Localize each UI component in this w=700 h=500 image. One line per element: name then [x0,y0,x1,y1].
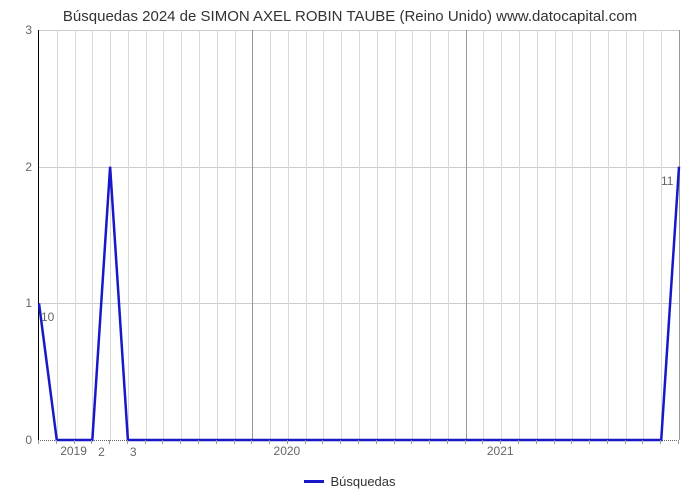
x-minor-tick [625,440,626,444]
y-tick-label: 3 [0,23,32,37]
x-minor-tick [447,440,448,444]
y-tick-label: 2 [0,160,32,174]
x-minor-tick [394,440,395,444]
x-minor-tick [91,440,92,444]
chart-title: Búsquedas 2024 de SIMON AXEL ROBIN TAUBE… [0,8,700,25]
x-minor-tick [660,440,661,444]
y-tick-label: 1 [0,296,32,310]
x-minor-tick [678,440,679,444]
x-minor-tick [589,440,590,444]
x-minor-tick [554,440,555,444]
x-minor-tick [145,440,146,444]
x-tick-label: 2021 [487,444,514,458]
x-minor-tick [607,440,608,444]
series-point-label: 3 [130,445,137,459]
x-minor-tick [411,440,412,444]
chart-container: Búsquedas 2024 de SIMON AXEL ROBIN TAUBE… [0,0,700,500]
x-minor-tick [322,440,323,444]
x-minor-tick [429,440,430,444]
x-minor-tick [56,440,57,444]
x-minor-tick [216,440,217,444]
x-minor-tick [642,440,643,444]
x-minor-tick [198,440,199,444]
legend: Búsquedas [0,470,700,489]
x-tick-label: 2019 [60,444,87,458]
x-minor-tick [358,440,359,444]
legend-item-busquedas: Búsquedas [304,474,395,489]
series-point-label: 10 [41,310,54,324]
x-minor-tick [536,440,537,444]
x-minor-tick [269,440,270,444]
x-minor-tick [465,440,466,444]
x-minor-tick [251,440,252,444]
x-minor-tick [234,440,235,444]
x-minor-tick [38,440,39,444]
x-minor-tick [180,440,181,444]
x-minor-tick [127,440,128,444]
x-minor-tick [305,440,306,444]
x-minor-tick [162,440,163,444]
legend-label: Búsquedas [330,474,395,489]
y-tick-label: 0 [0,433,32,447]
gridline-v-major [679,30,680,440]
line-series [39,30,679,440]
x-minor-tick [482,440,483,444]
series-point-label: 2 [98,445,105,459]
x-minor-tick [518,440,519,444]
x-minor-tick [74,440,75,444]
x-minor-tick [109,440,110,444]
legend-swatch [304,480,324,483]
plot-area: 102311 [38,30,679,441]
x-minor-tick [287,440,288,444]
x-minor-tick [500,440,501,444]
x-minor-tick [571,440,572,444]
series-point-label: 11 [661,174,673,188]
x-minor-tick [340,440,341,444]
x-tick-label: 2020 [274,444,301,458]
x-minor-tick [376,440,377,444]
